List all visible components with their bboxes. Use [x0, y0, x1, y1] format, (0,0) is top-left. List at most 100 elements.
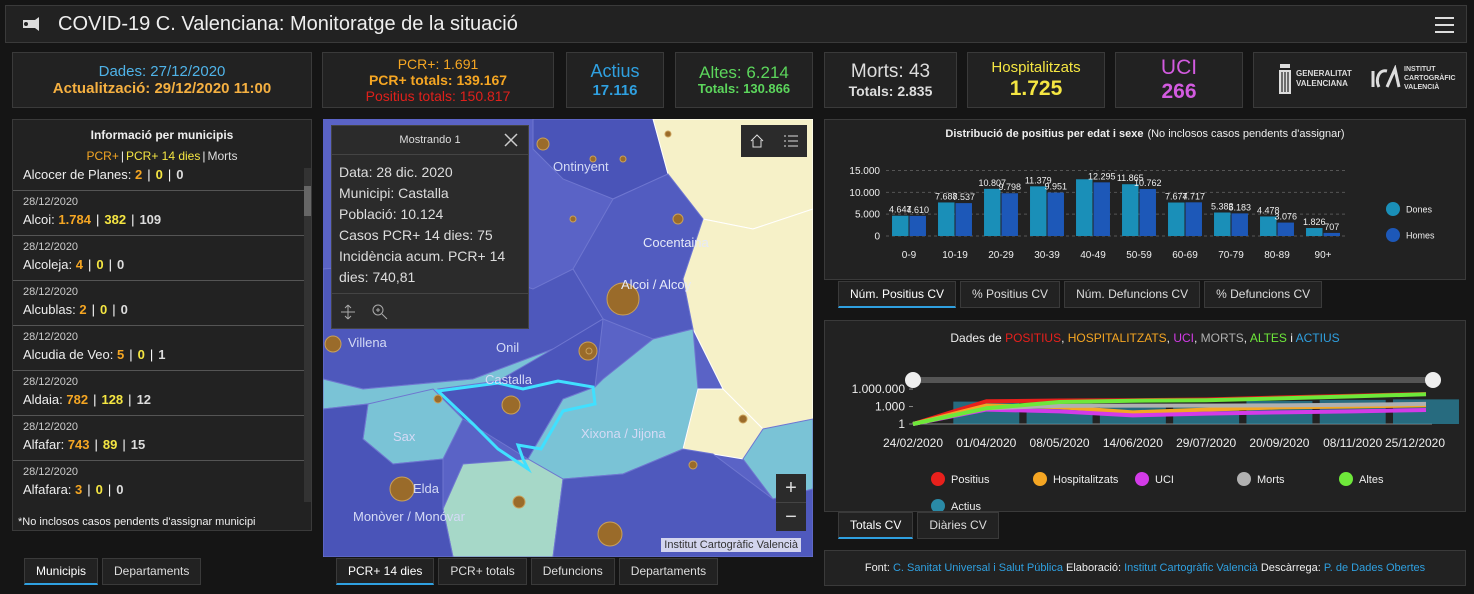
title-part: MORTS [1200, 331, 1244, 345]
range-handle[interactable] [905, 372, 921, 388]
municipi-value: 382 [104, 212, 127, 227]
tab[interactable]: Núm. Defuncions CV [1064, 281, 1201, 308]
tab[interactable]: PCR+ 14 dies [336, 558, 435, 585]
legend-label[interactable]: Actius [951, 501, 981, 513]
municipi-date: 28/12/2020 [23, 286, 79, 298]
legend-label[interactable]: Morts [1257, 474, 1285, 486]
municipi-line: Alcoi: 1.784 | 382 | 109 [23, 212, 295, 227]
legend-marker [1135, 472, 1149, 486]
tab[interactable]: Núm. Positius CV [838, 281, 957, 308]
footer: Font: C. Sanitat Universal i Salut Públi… [824, 550, 1466, 586]
logo-line: INSTITUT [1404, 66, 1436, 73]
menu-button[interactable] [1434, 15, 1456, 35]
tab[interactable]: % Defuncions CV [1204, 281, 1323, 308]
municipi-value: 0 [100, 302, 108, 317]
scrollbar[interactable] [304, 168, 311, 502]
zoom-to-button[interactable] [372, 304, 388, 320]
tab[interactable]: Departaments [618, 558, 719, 585]
municipi-value: 0 [96, 257, 104, 272]
municipi-line: Alcublas: 2 | 0 | 0 [23, 302, 295, 317]
legend-label[interactable]: Positius [951, 474, 990, 486]
map[interactable]: Ontinyent Cocentaina Alcoi / Alcoy Ville… [323, 119, 813, 557]
separator: | [131, 212, 135, 227]
municipi-item[interactable]: 28/12/2020 Alfafara: 3 | 0 | 0 [13, 461, 305, 502]
municipi-item[interactable]: Alcocer de Planes: 2 | 0 | 0 [13, 168, 305, 191]
bar [1277, 222, 1294, 236]
legend-label[interactable]: Altes [1359, 474, 1384, 486]
x-tick-label: 20/09/2020 [1249, 436, 1309, 450]
legend-morts: Morts [207, 149, 238, 163]
data-label: 3.076 [1274, 212, 1297, 222]
municipi-value: 4 [75, 257, 83, 272]
layers-button[interactable] [783, 133, 799, 149]
municipi-value: 0 [137, 347, 145, 362]
legend-label[interactable]: Hospitalitzats [1053, 474, 1119, 486]
data-label: 10.807 [978, 178, 1006, 188]
y-tick-label: 10.000 [849, 188, 880, 199]
data-label: 5.183 [1228, 202, 1251, 212]
popup-body: Data: 28 dic. 2020 Municipi: Castalla Pobl… [332, 155, 528, 288]
footer-link[interactable]: P. de Dades Obertes [1323, 562, 1426, 574]
municipi-item[interactable]: 28/12/2020 Alcublas: 2 | 0 | 0 [13, 281, 305, 326]
tab[interactable]: Diàries CV [917, 512, 999, 539]
tab[interactable]: Departaments [102, 558, 202, 585]
municipi-value: 0 [155, 168, 163, 182]
zoom-in[interactable]: + [776, 474, 806, 503]
municipi-item[interactable]: 28/12/2020 Alcudia de Veo: 5 | 0 | 1 [13, 326, 305, 371]
municipi-item[interactable]: 28/12/2020 Alcoleja: 4 | 0 | 0 [13, 236, 305, 281]
scroll-thumb[interactable] [304, 186, 311, 216]
x-tick-label: 24/02/2020 [883, 436, 943, 450]
tab[interactable]: Municipis [24, 558, 99, 585]
selected-municipi[interactable] [434, 379, 597, 474]
title-part: , [1166, 331, 1174, 345]
morts-totals: Totals: 2.835 [848, 82, 933, 99]
timeline-chart: 1 1.000 1.000.000 24/02/2020 01/04/2020 08/05… [852, 372, 1459, 513]
bar [909, 215, 926, 236]
separator: | [93, 392, 97, 407]
municipis-list-view: Alcocer de Planes: 2 | 0 | 0 28/12/2020 Alcoi:… [13, 168, 305, 502]
x-tick-label: 90+ [1315, 250, 1332, 261]
municipi-line: Alfafara: 3 | 0 | 0 [23, 482, 295, 497]
data-label: 4.647 [889, 205, 912, 215]
zoom-out[interactable]: − [785, 506, 797, 528]
footer-link[interactable]: C. Sanitat Universal i Salut Pública [892, 562, 1063, 574]
municipi-name: Alcoleja: [23, 257, 73, 272]
municipi-value: 2 [79, 302, 87, 317]
home-button[interactable] [749, 133, 765, 149]
municipi-value: 743 [67, 437, 90, 452]
popup-title: Mostrando 1 [332, 126, 528, 155]
x-tick-label: 0-9 [902, 250, 917, 261]
bar [1231, 213, 1248, 236]
legend-marker [1033, 472, 1047, 486]
popup-line: Incidència acum. PCR+ 14 dies: 740,81 [339, 248, 506, 285]
pan-button[interactable] [340, 304, 356, 320]
hosp-indicator: Hospitalitzats 1.725 [967, 52, 1105, 108]
separator: | [147, 168, 151, 182]
footer-text: Font: [864, 562, 893, 574]
app-icon [23, 17, 39, 31]
tab[interactable]: Defuncions [530, 558, 615, 585]
municipi-date: 28/12/2020 [23, 376, 79, 388]
municipi-item[interactable]: 28/12/2020 Alcoi: 1.784 | 382 | 109 [13, 191, 305, 236]
range-handle[interactable] [1425, 372, 1441, 388]
data-label: 7.688 [935, 191, 958, 201]
pcr-totals: PCR+ totals: 139.167 [368, 71, 508, 88]
data-label: 11.379 [1025, 175, 1052, 185]
municipi-item[interactable]: 28/12/2020 Alfafar: 743 | 89 | 15 [13, 416, 305, 461]
legend-label[interactable]: UCI [1155, 474, 1174, 486]
uci-indicator: UCI 266 [1115, 52, 1243, 108]
separator: | [87, 482, 91, 497]
separator: | [88, 257, 92, 272]
y-tick-label: 0 [874, 232, 880, 243]
x-tick-label: 50-59 [1126, 250, 1152, 261]
uci-value: 266 [1161, 80, 1197, 103]
age-chart: Distribució de positius per edat i sexe (… [849, 128, 1435, 261]
tab[interactable]: Totals CV [838, 512, 914, 539]
footer-link[interactable]: Institut Cartogràfic Valencià [1124, 562, 1258, 574]
hosp-value: 1.725 [1009, 76, 1063, 100]
tab[interactable]: PCR+ totals [438, 558, 527, 585]
popup-close[interactable] [504, 133, 518, 147]
actius-label: Actius [590, 61, 640, 82]
tab[interactable]: % Positius CV [960, 281, 1061, 308]
municipi-item[interactable]: 28/12/2020 Aldaia: 782 | 128 | 12 [13, 371, 305, 416]
